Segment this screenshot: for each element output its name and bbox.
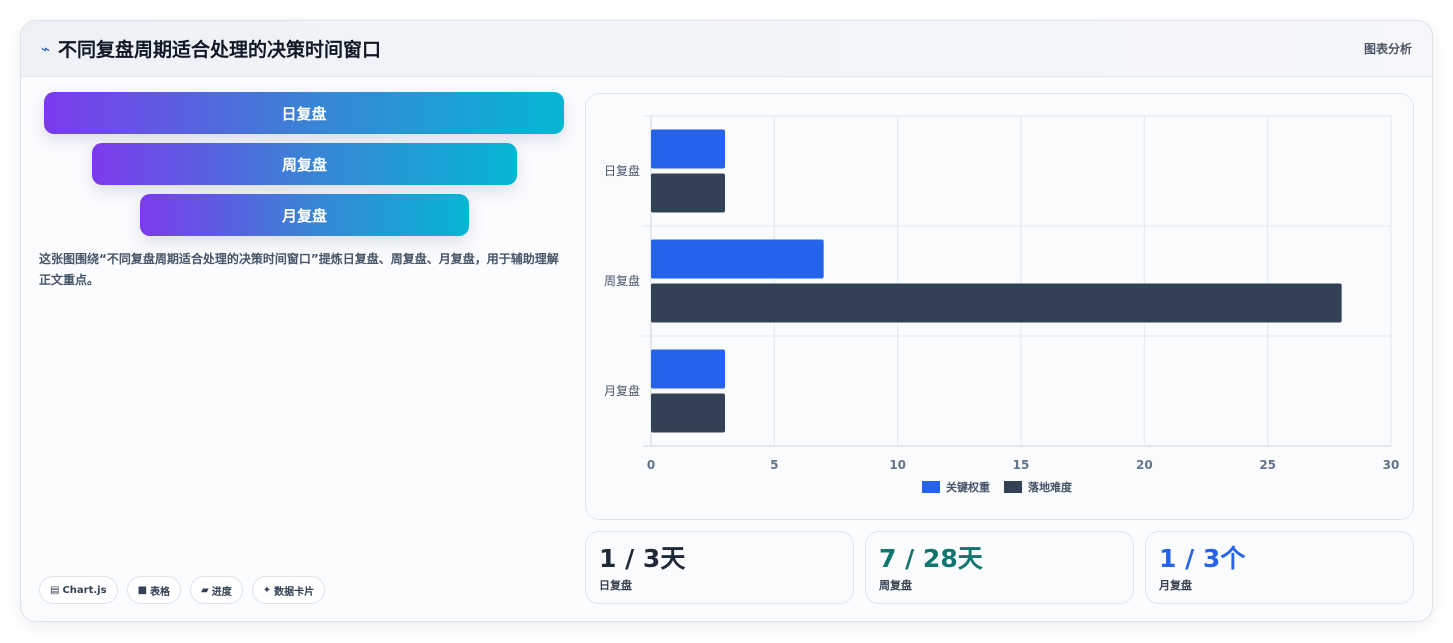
bar xyxy=(651,393,725,433)
bar-chart: 0 5 10 15 20 25 30 日复盘周复盘月复盘关键权重 落地难度 xyxy=(585,93,1414,520)
funnel-step-daily: 日复盘 xyxy=(44,92,564,134)
x-tick-label: 20 xyxy=(1136,458,1153,472)
x-tick-label: 0 xyxy=(647,458,655,472)
card-header: ⌁ 不同复盘周期适合处理的决策时间窗口 图表分析 xyxy=(21,21,1432,77)
funnel-step-weekly: 周复盘 xyxy=(92,143,517,185)
legend-swatch xyxy=(1004,481,1022,493)
stat-card-monthly: 1 / 3个 月复盘 xyxy=(1145,531,1414,604)
chip-progress: ▰ 进度 xyxy=(190,576,243,604)
x-tick-label: 5 xyxy=(770,458,778,472)
stat-label: 月复盘 xyxy=(1159,579,1192,592)
legend-label: 关键权重 xyxy=(946,480,990,494)
header-tag: 图表分析 xyxy=(1363,42,1412,56)
tech-chips: ▤ Chart.js ■ 表格 ▰ 进度 ✦ 数据卡片 xyxy=(39,576,326,604)
legend-label: 落地难度 xyxy=(1028,480,1073,494)
stat-card-daily: 1 / 3天 日复盘 xyxy=(585,531,854,604)
table-icon: ■ xyxy=(137,584,148,596)
bar xyxy=(651,283,1342,323)
stat-label: 周复盘 xyxy=(879,579,912,592)
x-tick-label: 10 xyxy=(889,458,906,472)
bar xyxy=(651,129,725,169)
x-tick-label: 25 xyxy=(1259,458,1276,472)
chip-table: ■ 表格 xyxy=(126,576,182,604)
y-category-label: 月复盘 xyxy=(604,383,640,398)
x-tick-label: 15 xyxy=(1013,458,1030,472)
stat-value: 1 / 3个 xyxy=(1159,544,1246,573)
stat-value: 1 / 3天 xyxy=(599,544,686,573)
stat-label: 日复盘 xyxy=(599,579,632,592)
sparkle-icon: ✦ xyxy=(262,584,272,596)
y-category-label: 周复盘 xyxy=(604,273,640,288)
pulse-icon: ⌁ xyxy=(41,39,51,58)
card-title: 不同复盘周期适合处理的决策时间窗口 xyxy=(58,39,382,61)
bar xyxy=(651,349,725,389)
funnel-step-monthly: 月复盘 xyxy=(140,194,469,236)
chip-chartjs: ▤ Chart.js xyxy=(39,576,118,604)
stat-value: 7 / 28天 xyxy=(879,544,983,573)
bar xyxy=(651,239,824,279)
bar xyxy=(651,173,725,213)
y-category-label: 日复盘 xyxy=(604,163,640,178)
legend-swatch xyxy=(922,481,940,493)
chart-card: ⌁ 不同复盘周期适合处理的决策时间窗口 图表分析 日复盘 周复盘 月复盘 这张图… xyxy=(20,20,1433,622)
x-tick-label: 30 xyxy=(1383,458,1400,472)
stat-card-weekly: 7 / 28天 周复盘 xyxy=(865,531,1134,604)
chart-description: 这张图围绕“不同复盘周期适合处理的决策时间窗口”提炼日复盘、周复盘、月复盘，用于… xyxy=(39,252,559,287)
chip-data-card: ✦ 数据卡片 xyxy=(251,576,326,604)
progress-icon: ▰ xyxy=(201,584,209,596)
chart-icon: ▤ xyxy=(50,584,60,596)
